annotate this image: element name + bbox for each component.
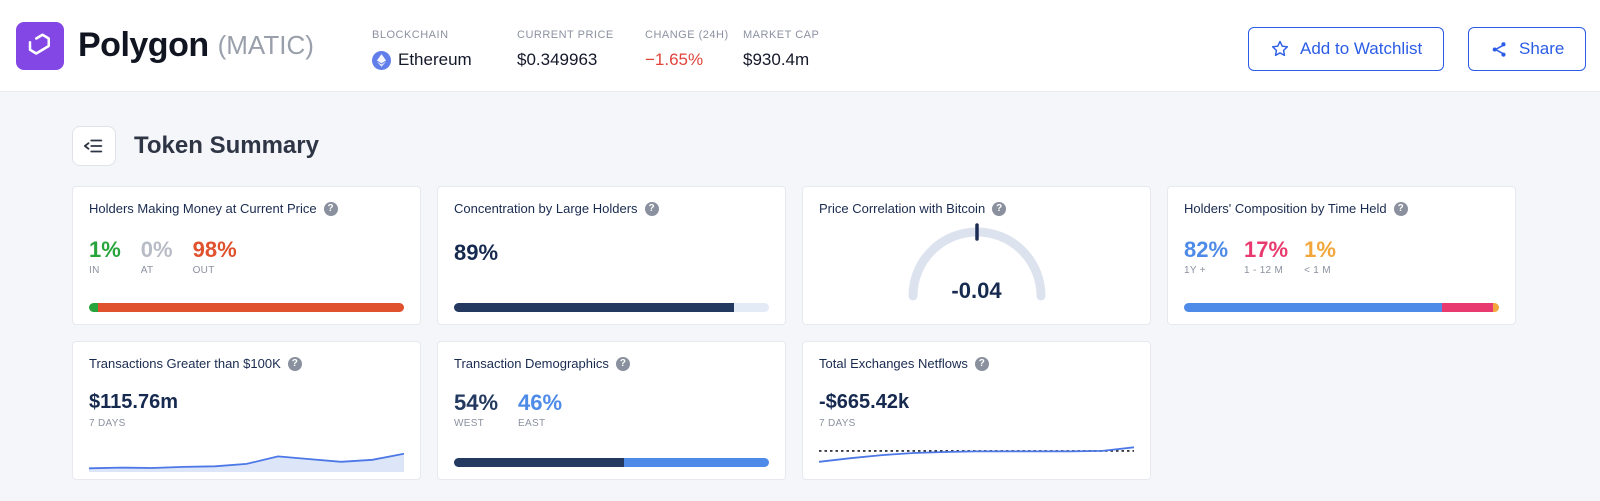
stat-1-12m: 17% 1 - 12 M	[1244, 237, 1289, 277]
token-summary-icon	[72, 126, 116, 166]
metric-market-cap: MARKET CAP $930.4m	[743, 29, 819, 70]
share-icon	[1490, 40, 1509, 59]
help-icon[interactable]: ?	[1393, 201, 1408, 216]
market-cap-value: $930.4m	[743, 50, 810, 69]
card-title: Total Exchanges Netflows	[819, 356, 968, 371]
card-title: Holders' Composition by Time Held	[1184, 201, 1387, 216]
help-icon[interactable]: ?	[323, 201, 338, 216]
token-symbol: (MATIC)	[217, 30, 314, 60]
stat-east: 46% EAST	[518, 390, 563, 430]
composition-bar	[1184, 303, 1499, 312]
concentration-value: 89%	[454, 240, 499, 265]
holders-money-bar	[89, 303, 404, 312]
polygon-logo-icon	[16, 21, 64, 70]
card-title: Transaction Demographics	[454, 356, 609, 371]
netflows-sparkline	[818, 436, 1135, 468]
metric-current-price: CURRENT PRICE $0.349963	[517, 29, 614, 70]
stat-1y-plus: 82% 1Y +	[1184, 237, 1229, 277]
card-title: Holders Making Money at Current Price	[89, 201, 317, 216]
demographics-bar	[454, 458, 769, 467]
stat-under-1m: 1% < 1 M	[1304, 237, 1336, 277]
help-icon[interactable]: ?	[644, 201, 659, 216]
token-name: Polygon	[78, 26, 209, 64]
star-icon	[1270, 39, 1290, 59]
ethereum-icon	[372, 50, 391, 70]
correlation-gauge: -0.04	[902, 222, 1052, 303]
price-value: $0.349963	[517, 50, 598, 69]
change-label: CHANGE (24H)	[645, 29, 729, 41]
stat-west: 54% WEST	[454, 390, 499, 430]
transactions-sparkline	[88, 432, 405, 472]
metric-change-24h: CHANGE (24H) −1.65%	[645, 29, 729, 70]
help-icon[interactable]: ?	[287, 356, 302, 371]
stat-out: 98% OUT	[192, 237, 237, 277]
cards-grid: Holders Making Money at Current Price ? …	[72, 186, 1600, 480]
card-title: Concentration by Large Holders	[454, 201, 638, 216]
help-icon[interactable]: ?	[992, 201, 1007, 216]
help-icon[interactable]: ?	[974, 356, 989, 371]
card-transactions-100k: Transactions Greater than $100K ? $115.7…	[72, 341, 421, 480]
section-title: Token Summary	[134, 132, 319, 159]
concentration-bar	[454, 303, 769, 312]
transactions-value: $115.76m	[89, 391, 178, 413]
change-value: −1.65%	[645, 50, 704, 69]
blockchain-value: Ethereum	[398, 50, 472, 69]
correlation-value: -0.04	[951, 278, 1002, 303]
card-holders-making-money: Holders Making Money at Current Price ? …	[72, 186, 421, 325]
share-button[interactable]: Share	[1468, 27, 1587, 71]
card-transaction-demographics: Transaction Demographics ? 54% WEST 46% …	[437, 341, 786, 480]
add-to-watchlist-button[interactable]: Add to Watchlist	[1248, 27, 1445, 71]
main-content: Token Summary Holders Making Money at Cu…	[0, 126, 1600, 480]
section-header: Token Summary	[72, 126, 1600, 166]
netflows-value: -$665.42k	[819, 391, 910, 413]
price-label: CURRENT PRICE	[517, 29, 614, 41]
transactions-period: 7 DAYS	[89, 418, 126, 429]
card-concentration: Concentration by Large Holders ? 89%	[437, 186, 786, 325]
metric-blockchain: BLOCKCHAIN Ethereum	[372, 29, 472, 70]
card-price-correlation: Price Correlation with Bitcoin ? -0.04	[802, 186, 1151, 325]
market-cap-label: MARKET CAP	[743, 29, 820, 41]
netflows-period: 7 DAYS	[819, 418, 856, 429]
card-holders-composition: Holders' Composition by Time Held ? 82% …	[1167, 186, 1516, 325]
stat-in: 1% IN	[89, 237, 121, 277]
card-exchanges-netflows: Total Exchanges Netflows ? -$665.42k 7 D…	[802, 341, 1151, 480]
help-icon[interactable]: ?	[615, 356, 630, 371]
card-title: Transactions Greater than $100K	[89, 356, 281, 371]
header: Polygon (MATIC) BLOCKCHAIN Ethereum CURR…	[0, 0, 1600, 92]
blockchain-label: BLOCKCHAIN	[372, 29, 449, 41]
card-title: Price Correlation with Bitcoin	[819, 201, 986, 216]
stat-at: 0% AT	[140, 237, 173, 277]
